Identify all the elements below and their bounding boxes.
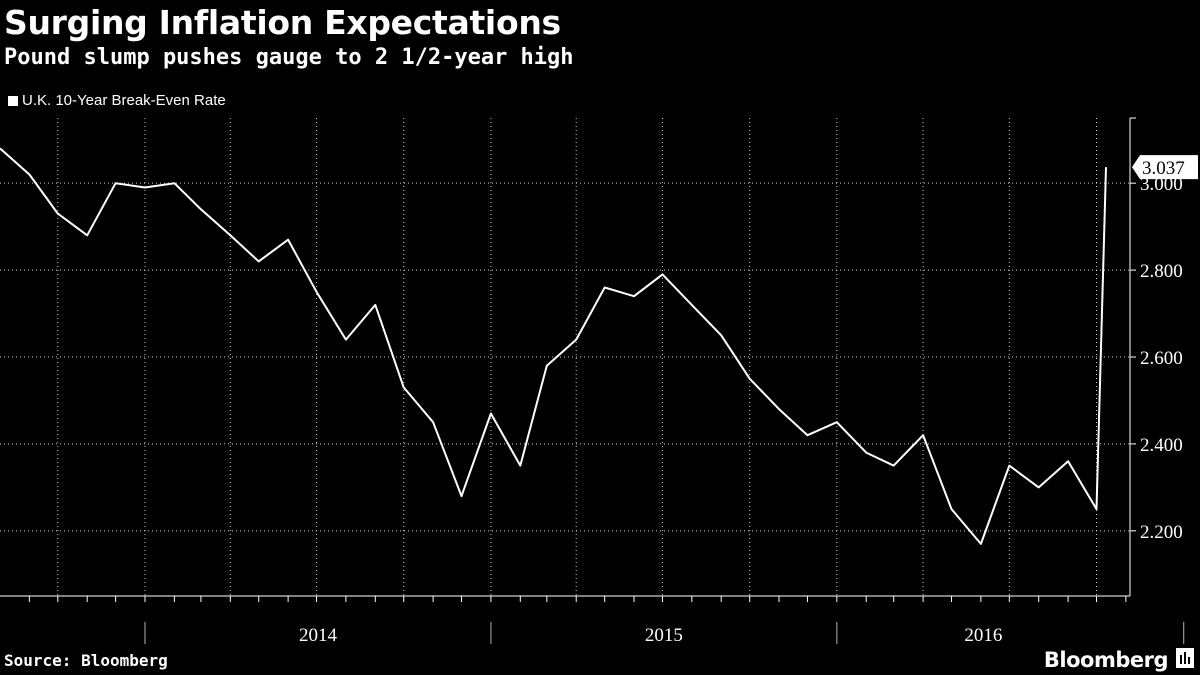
y-tick-label: 3.000 xyxy=(1140,174,1183,195)
legend-swatch xyxy=(8,95,18,106)
x-tick-label: 2016 xyxy=(964,625,1002,646)
last-value-callout xyxy=(1132,155,1198,180)
source-note: Source: Bloomberg xyxy=(4,651,168,670)
legend-label: U.K. 10-Year Break-Even Rate xyxy=(22,92,226,109)
x-tick-label: 2015 xyxy=(645,625,683,646)
brand-logo: Bloomberg xyxy=(1043,648,1169,672)
x-tick-label: 2014 xyxy=(299,625,338,646)
last-value-label: 3.037 xyxy=(1142,158,1185,179)
chart-subtitle: Pound slump pushes gauge to 2 1/2-year h… xyxy=(4,45,574,70)
y-tick-label: 2.800 xyxy=(1140,261,1183,282)
bloomberg-icon xyxy=(1176,648,1194,668)
y-tick-label: 2.600 xyxy=(1140,348,1183,369)
chart-title: Surging Inflation Expectations xyxy=(4,3,561,42)
y-tick-label: 2.200 xyxy=(1140,522,1183,543)
chart-legend: U.K. 10-Year Break-Even Rate xyxy=(8,92,226,109)
series-line xyxy=(0,147,1107,545)
y-tick-label: 2.400 xyxy=(1140,435,1183,456)
